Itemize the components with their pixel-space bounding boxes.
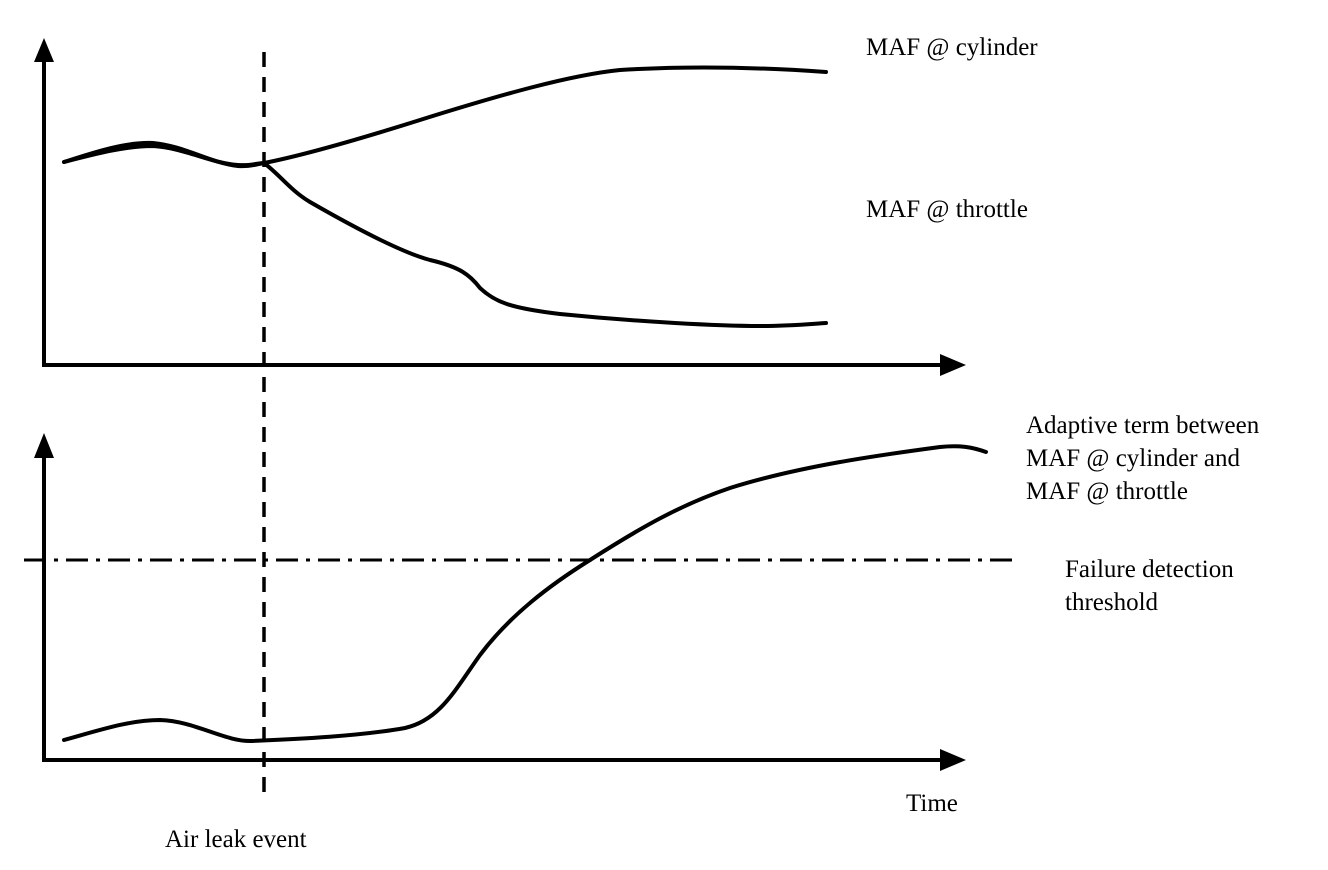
adaptive-term-line-2: MAF @ cylinder and [1026,445,1240,472]
failure-threshold-line-2: threshold [1065,589,1159,616]
top-x-arrowhead [940,354,966,376]
top-y-arrowhead [34,38,54,62]
adaptive-term-curve [62,444,988,744]
maf-throttle-curve [62,143,828,329]
time-axis-label: Time [906,790,958,817]
adaptive-term-line-1: Adaptive term between [1026,412,1260,439]
maf-cylinder-curve [62,65,828,169]
failure-threshold-label: Failure detection threshold [1065,553,1234,619]
air-leak-event-label: Air leak event [165,826,307,853]
failure-threshold-line-1: Failure detection [1065,556,1234,583]
maf-cylinder-label: MAF @ cylinder [866,34,1038,61]
bottom-plot-axes [34,433,966,771]
bottom-y-arrowhead [34,433,54,458]
bottom-x-arrowhead [940,749,966,771]
adaptive-term-label: Adaptive term between MAF @ cylinder and… [1026,409,1259,508]
adaptive-term-line-3: MAF @ throttle [1026,478,1188,505]
maf-throttle-label: MAF @ throttle [866,196,1028,223]
top-plot-axes [34,38,966,376]
